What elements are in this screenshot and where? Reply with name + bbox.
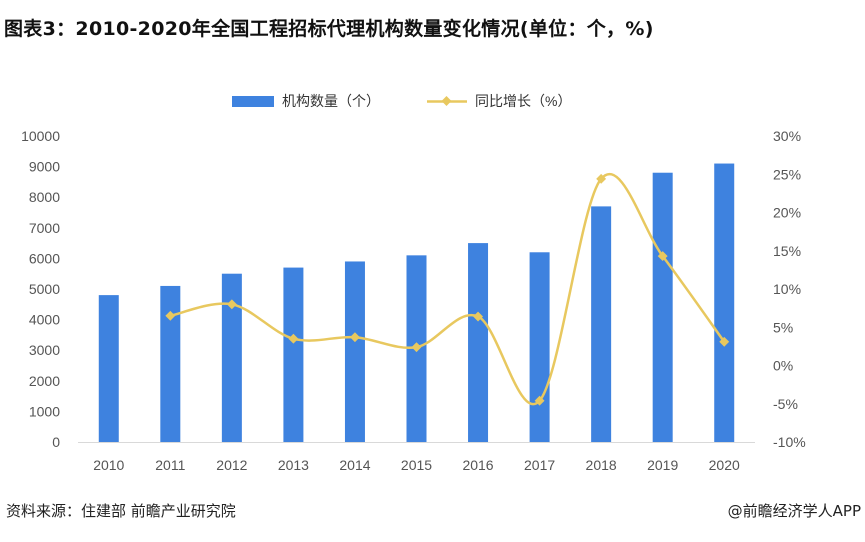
y-left-tick-label: 5000 xyxy=(29,281,60,297)
growth-point xyxy=(719,336,730,347)
y-left-tick-label: 1000 xyxy=(29,403,60,419)
y-right-tick-label: -5% xyxy=(773,396,798,412)
y-right-tick-label: 25% xyxy=(773,166,801,182)
growth-point xyxy=(596,173,607,184)
y-right-tick-label: -10% xyxy=(773,434,806,450)
x-tick-label: 2010 xyxy=(93,457,124,473)
bar xyxy=(652,172,673,442)
bar xyxy=(529,252,550,442)
y-right-tick-label: 10% xyxy=(773,281,801,297)
y-left-tick-label: 6000 xyxy=(29,250,60,266)
y-right-tick-label: 30% xyxy=(773,128,801,144)
x-tick-label: 2014 xyxy=(339,457,370,473)
y-left-tick-label: 10000 xyxy=(21,128,60,144)
legend-bar-label: 机构数量（个） xyxy=(282,93,380,109)
y-left-tick-label: 8000 xyxy=(29,189,60,205)
legend-line-label: 同比增长（%） xyxy=(475,93,571,109)
bar xyxy=(714,163,735,442)
bar xyxy=(98,295,119,442)
growth-point xyxy=(165,310,176,321)
y-axis-left: 1000090008000700060005000400030002000100… xyxy=(21,128,60,450)
credit-note: @前瞻经济学人APP xyxy=(727,502,861,520)
chart-title: 图表3：2010-2020年全国工程招标代理机构数量变化情况(单位：个，%) xyxy=(4,18,654,40)
source-note: 资料来源：住建部 前瞻产业研究院 xyxy=(6,502,236,520)
growth-points xyxy=(165,173,730,406)
bar xyxy=(221,273,242,442)
bar xyxy=(344,261,365,442)
bar xyxy=(283,267,304,442)
y-right-tick-label: 15% xyxy=(773,243,801,259)
y-right-tick-label: 0% xyxy=(773,358,793,374)
y-right-tick-label: 5% xyxy=(773,319,793,335)
x-tick-label: 2020 xyxy=(709,457,740,473)
y-left-tick-label: 4000 xyxy=(29,312,60,328)
x-tick-label: 2013 xyxy=(278,457,309,473)
y-left-tick-label: 2000 xyxy=(29,373,60,389)
bar-series xyxy=(98,163,735,442)
combo-chart: 机构数量（个） 同比增长（%） 1000090008000700060005000… xyxy=(21,93,806,473)
bar xyxy=(591,206,612,442)
y-left-tick-label: 9000 xyxy=(29,159,60,175)
growth-point xyxy=(288,333,299,344)
x-tick-label: 2011 xyxy=(155,457,185,473)
y-right-tick-label: 20% xyxy=(773,205,801,221)
chart-area: 机构数量（个） 同比增长（%） 10000 9000 8000 7000 6000 5000… xyxy=(0,78,865,488)
y-left-tick-label: 3000 xyxy=(29,342,60,358)
x-tick-label: 2012 xyxy=(216,457,247,473)
bar xyxy=(468,243,489,442)
x-tick-label: 2016 xyxy=(462,457,493,473)
x-axis: 2010 2011 2012 2013 2014 2015 2016 2017 2018 2019… xyxy=(93,457,740,473)
legend-line-marker xyxy=(441,96,452,106)
x-tick-label: 2015 xyxy=(401,457,432,473)
y-left-tick-label: 0 xyxy=(52,434,60,450)
y-axis-right: 30% 25% 20% 15% 10% 5% 0% -5% -10% xyxy=(773,128,806,450)
growth-point xyxy=(226,299,237,310)
x-tick-label: 2019 xyxy=(647,457,678,473)
legend-bar-swatch xyxy=(232,96,274,107)
growth-point xyxy=(534,395,545,406)
growth-point xyxy=(473,311,483,322)
bar xyxy=(160,285,181,442)
y-left-tick-label: 7000 xyxy=(29,220,60,236)
growth-line xyxy=(170,173,726,406)
growth-point xyxy=(411,342,422,353)
legend: 机构数量（个） 同比增长（%） xyxy=(232,93,571,109)
x-tick-label: 2017 xyxy=(524,457,555,473)
x-tick-label: 2018 xyxy=(586,457,617,473)
growth-point xyxy=(657,251,668,262)
